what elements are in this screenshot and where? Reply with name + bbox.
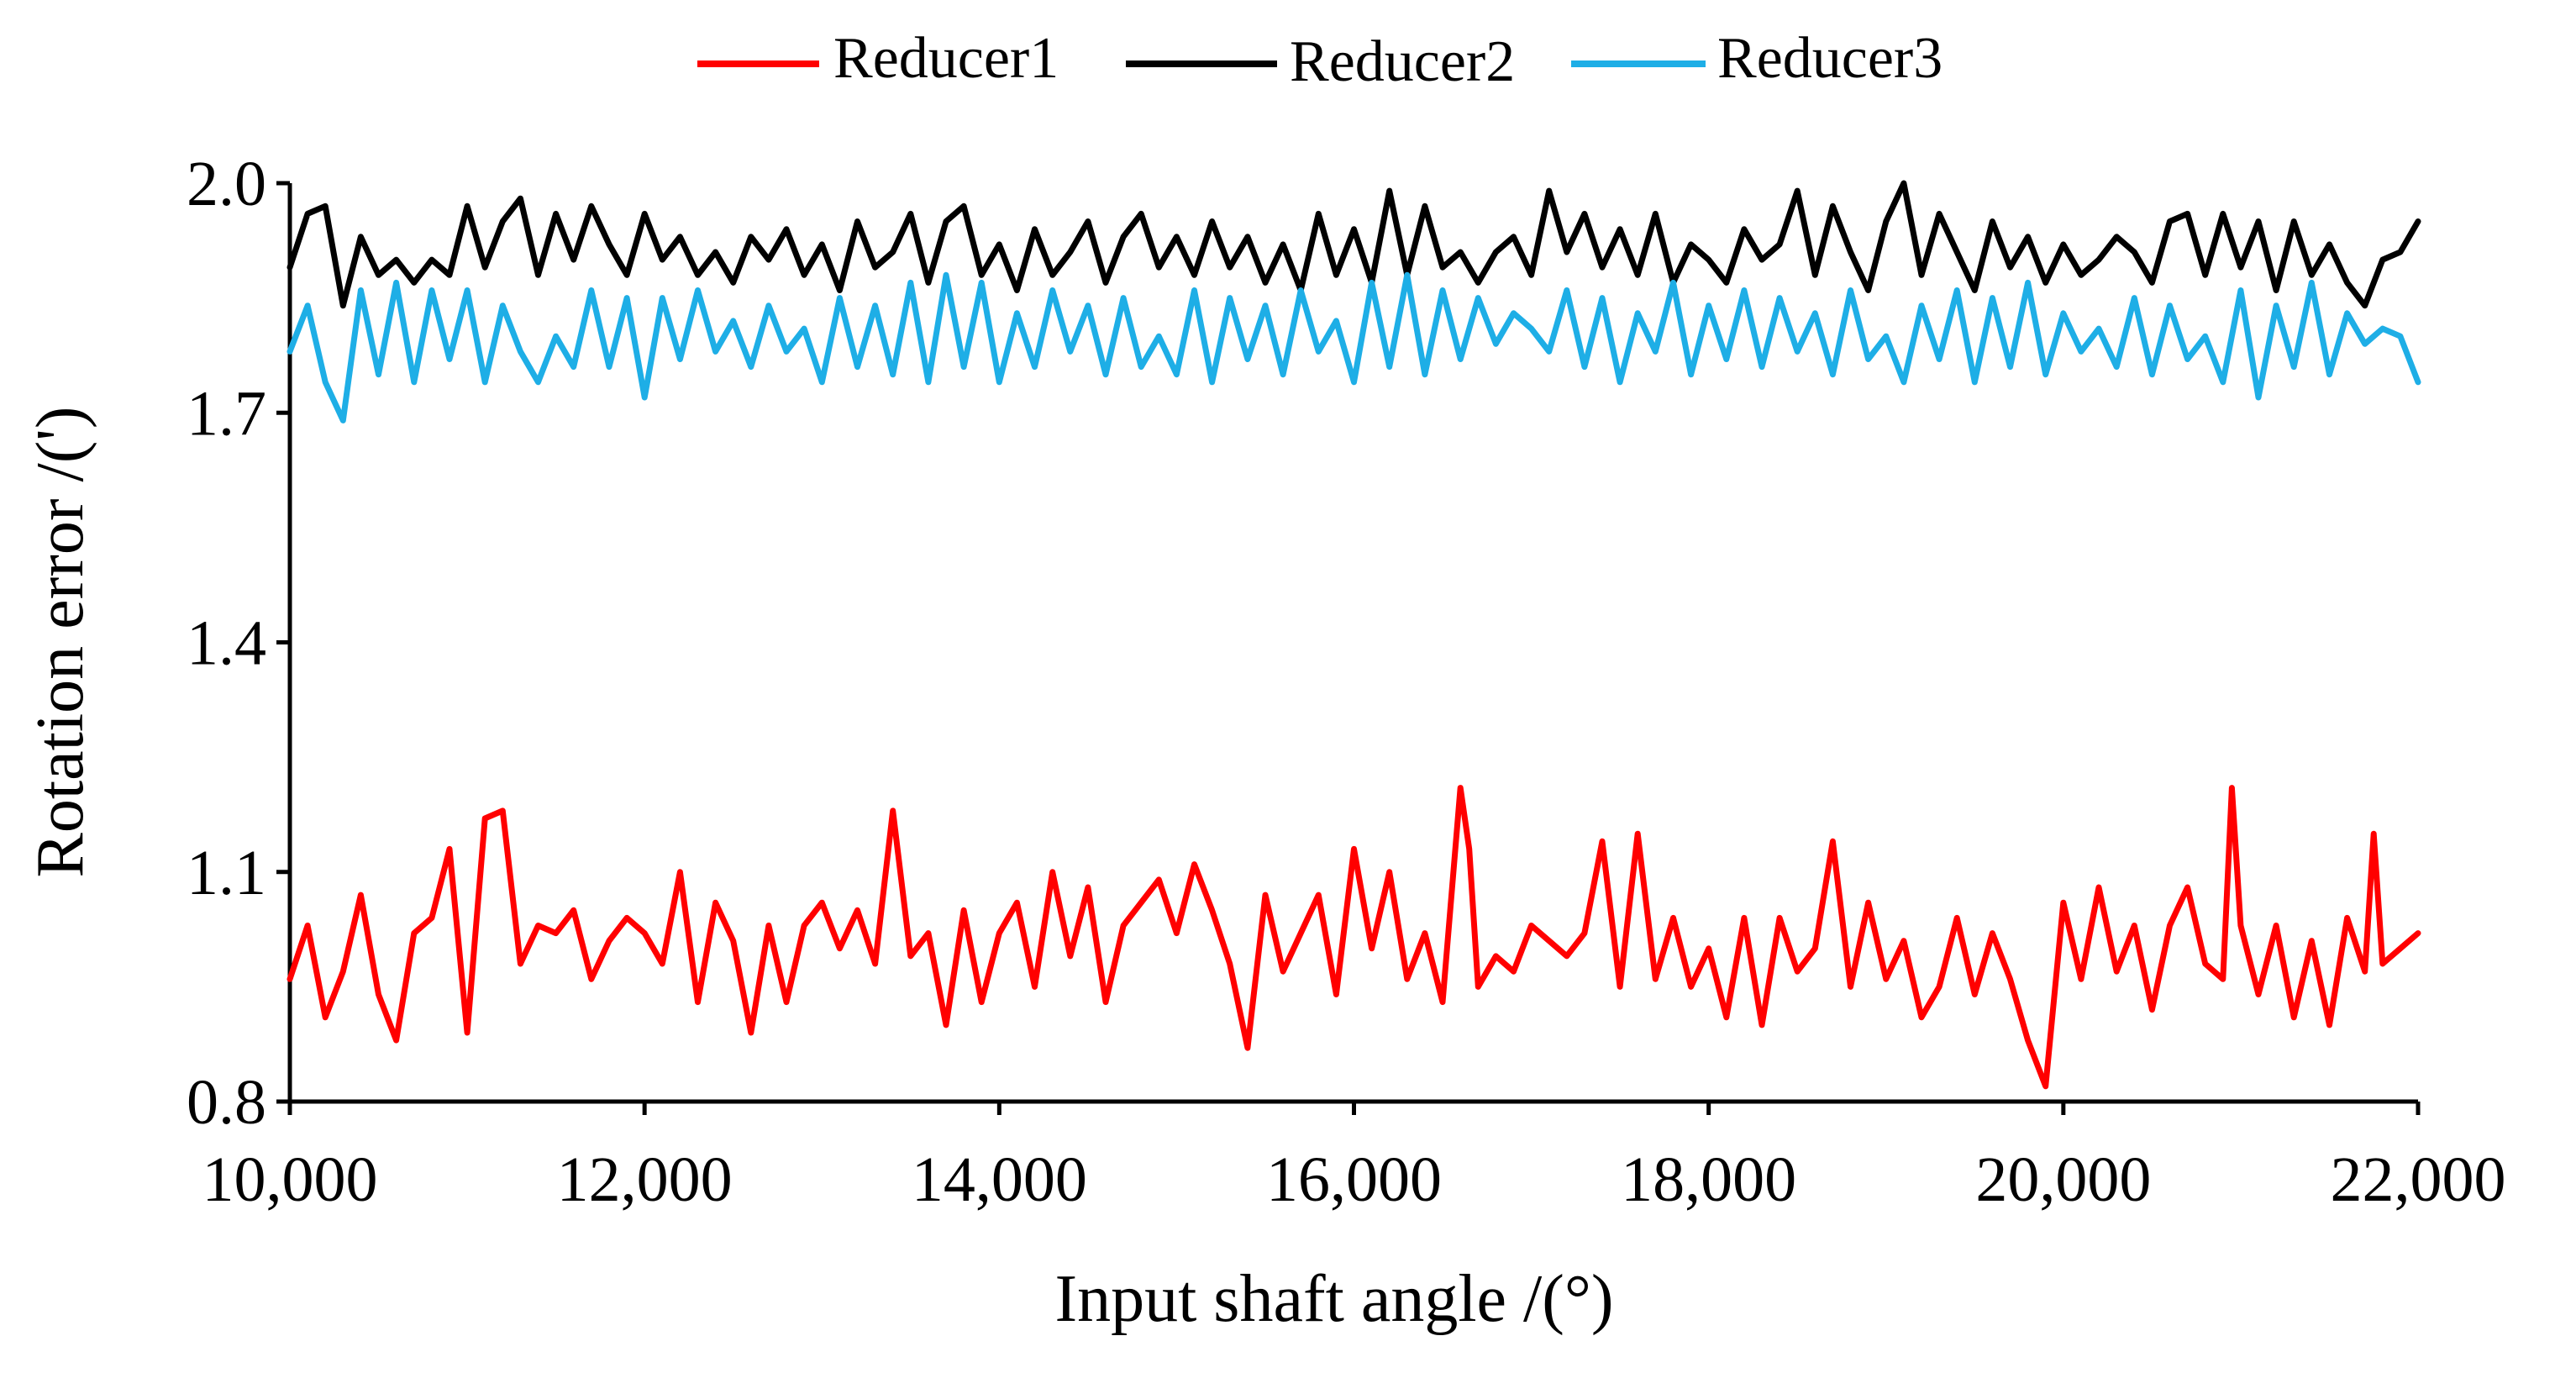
series-line-reducer3: [287, 271, 2421, 423]
series-line-reducer2: [287, 180, 2421, 309]
x-tick-label: 14,000: [912, 1144, 1087, 1215]
x-tick-label: 18,000: [1621, 1144, 1796, 1215]
x-tick-label: 16,000: [1266, 1144, 1442, 1215]
legend-label-reducer2: Reducer2: [1290, 29, 1515, 94]
legend-label-reducer3: Reducer3: [1717, 26, 1943, 91]
y-tick-label: 1.7: [187, 378, 266, 449]
legend-label-reducer1: Reducer1: [833, 26, 1059, 91]
y-axis-title: Rotation error /('): [24, 407, 97, 878]
y-tick-label: 1.4: [187, 608, 266, 679]
series-line-reducer1: [287, 785, 2421, 1090]
x-tick-label: 20,000: [1975, 1144, 2151, 1215]
series-layer: [287, 180, 2421, 1090]
legend: Reducer1 Reducer2 Reducer3: [697, 26, 1943, 94]
y-axis-ticks: 0.8 1.1 1.4 1.7 2.0: [187, 149, 290, 1138]
y-tick-label: 2.0: [187, 149, 266, 219]
x-tick-label: 22,000: [2331, 1144, 2506, 1215]
y-tick-label: 1.1: [187, 838, 266, 908]
x-axis-ticks: 10,000 12,000 14,000 16,000 18,000 20,000 22,0…: [202, 1102, 2506, 1215]
x-axis-title: Input shaft angle /(°): [1054, 1262, 1613, 1336]
y-tick-label: 0.8: [187, 1067, 266, 1138]
x-tick-label: 10,000: [202, 1144, 378, 1215]
x-tick-label: 12,000: [557, 1144, 733, 1215]
